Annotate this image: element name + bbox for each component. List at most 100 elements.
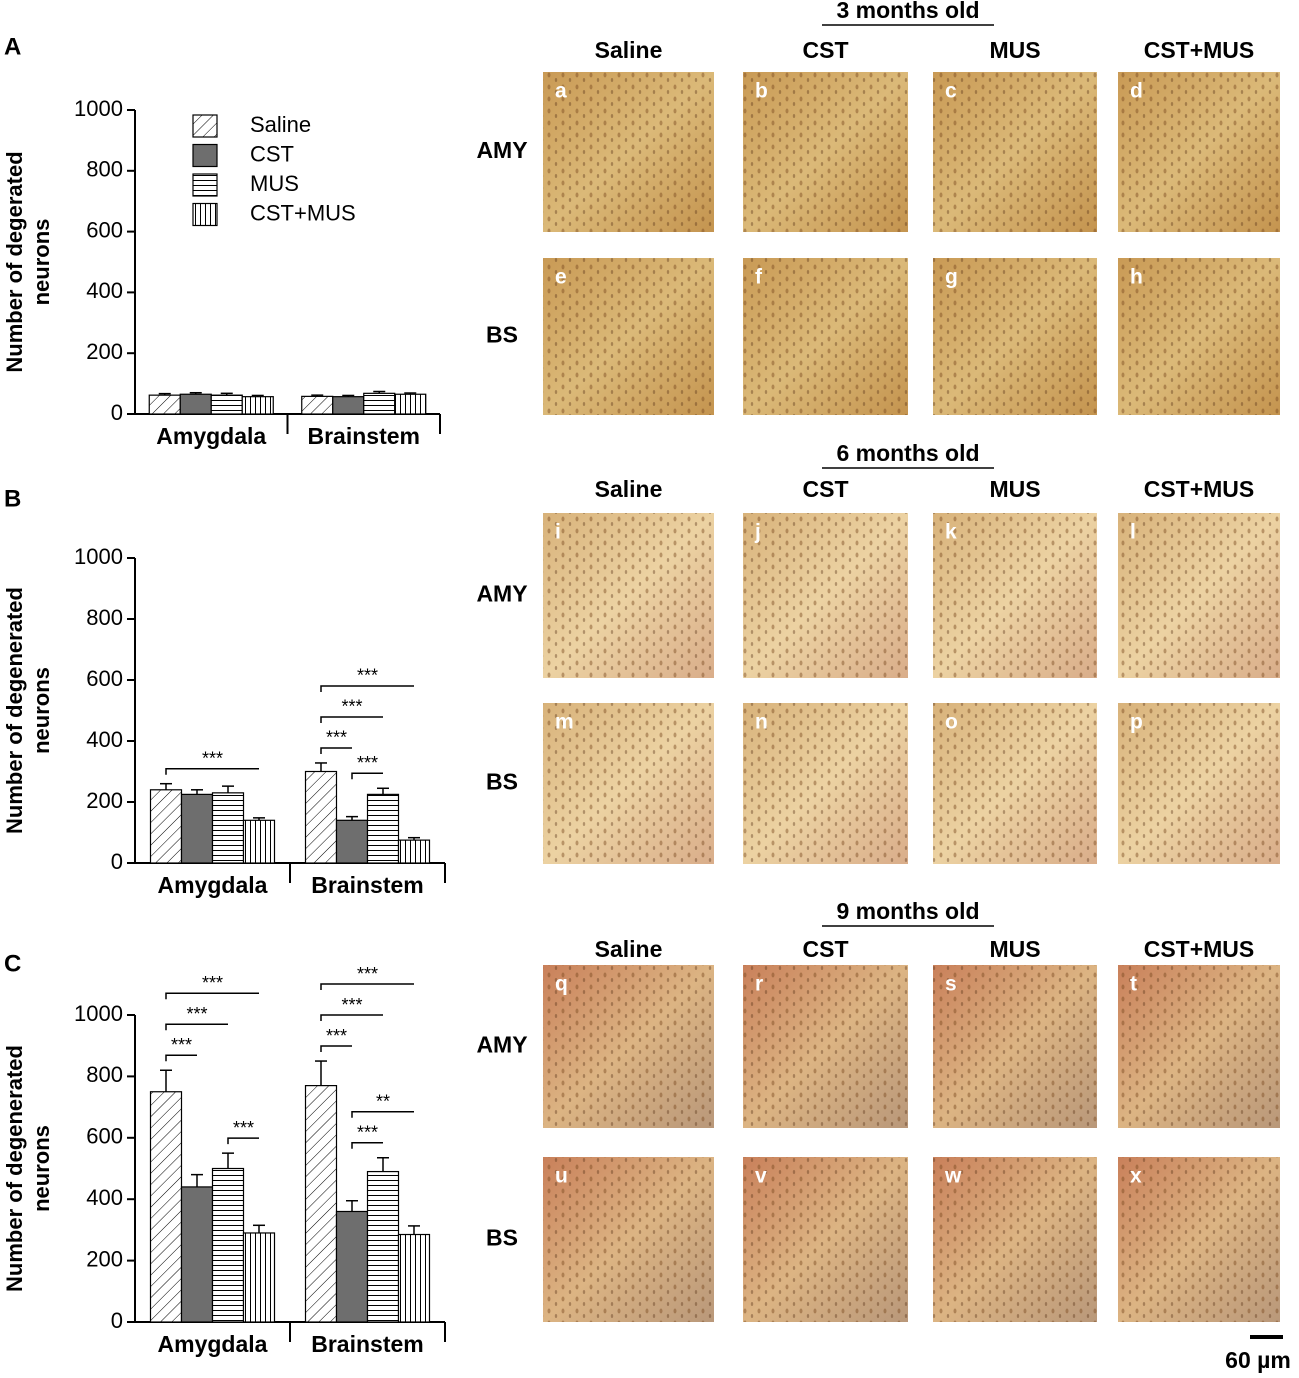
y-tick-label: 400 <box>86 727 123 752</box>
y-axis-label: Number of degenerated <box>2 1045 27 1292</box>
y-tick-label: 200 <box>86 1246 123 1271</box>
column-header: CST+MUS <box>1144 37 1255 63</box>
y-tick-label: 0 <box>111 849 123 874</box>
bar <box>366 793 400 864</box>
row-label: BS <box>486 322 518 348</box>
x-tick-label: Brainstem <box>308 423 420 449</box>
panel-letter: u <box>555 1165 568 1188</box>
micrograph-texture <box>743 513 908 678</box>
micrograph-texture <box>1118 72 1280 232</box>
y-tick-label: 600 <box>86 1124 123 1149</box>
panel-letter: s <box>945 973 957 996</box>
significance-label: *** <box>357 1123 378 1143</box>
significance-bracket <box>320 1045 352 1053</box>
column-header: CST+MUS <box>1144 476 1255 502</box>
panel-letter: o <box>945 711 958 734</box>
bar <box>210 394 243 415</box>
bar <box>179 393 212 415</box>
group-title: 6 months old <box>836 440 979 466</box>
bar <box>211 792 245 864</box>
bar <box>335 819 369 864</box>
y-tick-label: 400 <box>86 278 123 303</box>
bar <box>397 1233 431 1323</box>
bar <box>148 394 181 415</box>
significance-label: *** <box>326 728 347 748</box>
significance-bracket <box>165 1054 197 1062</box>
significance-bracket <box>165 1023 228 1031</box>
column-header: Saline <box>595 37 663 63</box>
micrograph-texture <box>933 1157 1097 1322</box>
legend-label: MUS <box>250 171 299 196</box>
y-tick-label: 800 <box>86 157 123 182</box>
significance-bracket <box>320 747 352 754</box>
column-header: CST+MUS <box>1144 936 1255 962</box>
scale-bar-label: 60 µm <box>1225 1347 1291 1373</box>
x-tick-label: Brainstem <box>311 1331 423 1357</box>
significance-label: *** <box>357 753 378 773</box>
significance-label: *** <box>357 964 378 984</box>
y-tick-label: 200 <box>86 788 123 813</box>
panel-letter: n <box>755 711 768 734</box>
column-header: MUS <box>989 37 1040 63</box>
y-tick-label: 600 <box>86 217 123 242</box>
y-axis-label: neurons <box>29 667 54 754</box>
row-label: AMY <box>476 1032 527 1058</box>
row-label: AMY <box>476 581 527 607</box>
bar <box>304 1085 338 1323</box>
y-axis-label: neurons <box>29 1125 54 1212</box>
panel-letter: p <box>1130 711 1143 734</box>
bar <box>180 1186 214 1323</box>
micrograph-texture <box>543 513 714 678</box>
row-label: BS <box>486 1225 518 1251</box>
micrograph-texture <box>743 703 908 864</box>
legend-swatch <box>192 143 218 168</box>
panel-letter: e <box>555 266 567 289</box>
micrograph-texture <box>1118 965 1280 1128</box>
micrograph-texture <box>743 258 908 415</box>
y-axis-label: Number of degenerated <box>2 587 27 834</box>
significance-label: *** <box>186 1004 207 1024</box>
panel-letter: a <box>555 80 567 103</box>
significance-label: ** <box>376 1092 390 1112</box>
micrograph-texture <box>543 258 714 415</box>
significance-bracket <box>351 772 383 780</box>
micrograph-texture <box>1118 703 1280 864</box>
micrograph-texture <box>933 513 1097 678</box>
column-header: Saline <box>595 476 663 502</box>
bar <box>304 770 338 864</box>
significance-label: *** <box>202 748 223 768</box>
panel-letter: k <box>945 521 957 544</box>
significance-bracket <box>165 992 259 1000</box>
legend-label: CST+MUS <box>250 200 356 225</box>
panel-letter: h <box>1130 266 1143 289</box>
significance-label: *** <box>171 1035 192 1055</box>
panel-letter: x <box>1130 1165 1142 1188</box>
group-title: 3 months old <box>836 0 979 23</box>
significance-label: *** <box>326 1026 347 1046</box>
x-tick-label: Amygdala <box>158 872 268 898</box>
significance-bracket <box>351 1142 383 1149</box>
panel-letter: r <box>755 973 763 996</box>
bar <box>394 393 427 415</box>
significance-bracket <box>227 1137 259 1145</box>
panel-letter: m <box>555 711 574 734</box>
bar <box>180 793 214 864</box>
significance-bracket <box>320 685 414 692</box>
micrograph-texture <box>743 72 908 232</box>
x-tick-label: Amygdala <box>158 1331 268 1357</box>
legend-swatch <box>192 114 218 138</box>
y-tick-label: 1000 <box>74 544 123 569</box>
micrograph-texture <box>933 703 1097 864</box>
y-tick-label: 800 <box>86 605 123 630</box>
micrograph-texture <box>543 1157 714 1322</box>
panel-label: C <box>4 950 21 977</box>
bar <box>149 789 183 864</box>
micrograph-texture <box>743 965 908 1128</box>
y-tick-label: 1000 <box>74 96 123 121</box>
significance-bracket <box>320 1014 383 1022</box>
significance-label: *** <box>341 995 362 1015</box>
panel-letter: g <box>945 266 958 289</box>
micrograph-texture <box>543 703 714 864</box>
legend-swatch <box>192 202 218 227</box>
